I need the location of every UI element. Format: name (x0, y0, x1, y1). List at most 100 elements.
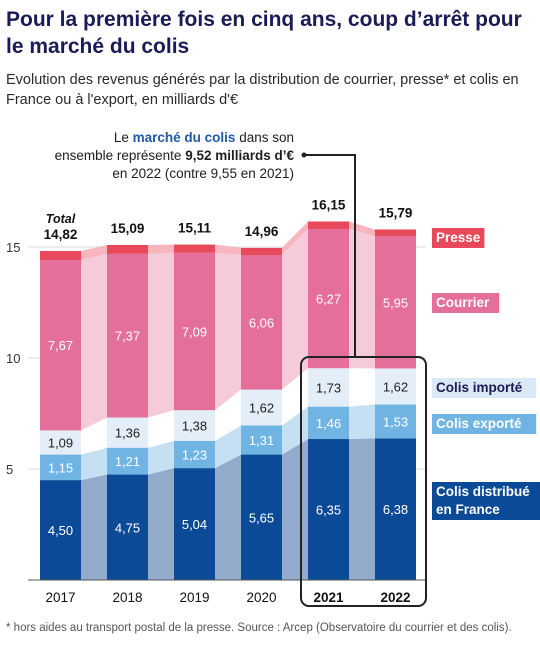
x-tick-label: 2022 (380, 590, 410, 605)
chart-title: Pour la première fois en cinq ans, coup … (6, 8, 522, 58)
bar-colis_distribue (241, 454, 282, 580)
data-label-courrier: 6,06 (249, 315, 274, 330)
band-colis_distribue (282, 439, 308, 580)
data-label-courrier: 7,09 (182, 324, 207, 339)
legend-label-colis_distribue: en France (436, 502, 500, 517)
band-presse (215, 244, 241, 255)
legend-label-courrier: Courrier (436, 295, 490, 310)
x-tick-label: 2019 (179, 590, 209, 605)
y-tick-label: 15 (6, 240, 20, 255)
annotation-prefix: Le (114, 130, 133, 145)
chart-subtitle: Evolution des revenus générés par la dis… (6, 72, 519, 108)
band-colis_exporte (148, 440, 174, 475)
total-caption: Total (46, 212, 76, 226)
bar-colis_exporte (107, 447, 148, 475)
bar-courrier (375, 236, 416, 369)
data-label-colis_distribue: 6,35 (316, 503, 341, 518)
total-label: 16,15 (312, 197, 346, 212)
legend-label-colis_exporte: Colis exporté (436, 416, 522, 431)
bar-colis_importe (375, 368, 416, 405)
band-presse (148, 244, 174, 254)
band-courrier (282, 229, 308, 390)
data-label-colis_distribue: 5,04 (182, 517, 207, 532)
band-colis_importe (81, 417, 107, 455)
legend-label-colis_distribue: Colis distribué (436, 484, 530, 499)
bar-presse (375, 229, 416, 237)
data-label-colis_distribue: 4,50 (48, 523, 73, 538)
annotation-line-1: Le marché du colis dans son (114, 130, 294, 145)
total-label: 15,11 (178, 221, 212, 236)
bar-courrier (107, 253, 148, 418)
data-label-colis_distribue: 6,38 (383, 502, 408, 517)
bar-colis_exporte (174, 440, 215, 469)
band-colis_exporte (215, 425, 241, 469)
bar-colis_distribue (107, 474, 148, 580)
bar-colis_distribue (308, 439, 349, 580)
bar-colis_importe (241, 389, 282, 426)
data-label-colis_exporte: 1,53 (383, 414, 408, 429)
band-courrier (81, 253, 107, 431)
band-colis_distribue (215, 454, 241, 580)
data-label-colis_importe: 1,38 (182, 418, 207, 433)
annotation-line-2: ensemble représente 9,52 milliards d’€ (55, 148, 295, 163)
data-label-colis_distribue: 4,75 (115, 520, 140, 535)
data-label-colis_importe: 1,36 (115, 426, 140, 441)
data-label-courrier: 7,37 (115, 329, 140, 344)
data-label-colis_exporte: 1,31 (249, 433, 274, 448)
x-tick-label: 2020 (246, 590, 276, 605)
legend-label-presse: Presse (436, 230, 481, 245)
x-tick-label: 2017 (45, 590, 75, 605)
data-label-colis_importe: 1,09 (48, 435, 73, 450)
bar-courrier (308, 229, 349, 369)
bar-presse (40, 250, 81, 261)
band-colis_distribue (349, 438, 375, 580)
band-courrier (349, 229, 375, 369)
data-label-colis_importe: 1,62 (249, 401, 274, 416)
bar-colis_distribue (375, 438, 416, 580)
bar-presse (107, 245, 148, 254)
annotation-line2_bold: 9,52 milliards d’€ (185, 148, 294, 163)
band-presse (282, 221, 308, 255)
bar-colis_importe (174, 410, 215, 441)
data-label-colis_importe: 1,62 (383, 379, 408, 394)
footnote: * hors aides au transport postal de la p… (6, 622, 512, 634)
band-courrier (148, 252, 174, 418)
annotation-line-3: en 2022 (contre 9,55 en 2021) (112, 166, 294, 181)
band-colis_importe (349, 368, 375, 407)
data-label-colis_importe: 1,73 (316, 380, 341, 395)
total-label: 15,79 (379, 205, 413, 220)
data-label-colis_exporte: 1,21 (115, 454, 140, 469)
band-colis_distribue (81, 474, 107, 580)
band-colis_importe (215, 389, 241, 441)
bar-colis_importe (308, 368, 349, 407)
band-colis_importe (148, 410, 174, 448)
data-label-courrier: 7,67 (48, 338, 73, 353)
total-label: 14,96 (245, 224, 279, 239)
bar-courrier (174, 252, 215, 411)
total-label: 14,82 (44, 227, 78, 242)
data-label-courrier: 6,27 (316, 292, 341, 307)
legend-swatch-colis_exporte (432, 414, 537, 434)
data-label-colis_distribue: 5,65 (249, 510, 274, 525)
legend-label-colis_importe: Colis importé (436, 380, 523, 395)
x-tick-label: 2021 (313, 590, 344, 605)
bar-colis_exporte (375, 404, 416, 439)
bar-presse (174, 244, 215, 253)
bar-presse (241, 247, 282, 255)
data-label-colis_exporte: 1,23 (182, 447, 207, 462)
x-tick-label: 2018 (112, 590, 142, 605)
band-colis_exporte (81, 447, 107, 481)
y-tick-label: 10 (6, 351, 20, 366)
annotation-line1_suffix: dans son (235, 130, 294, 145)
bar-colis_exporte (241, 425, 282, 455)
total-label: 15,09 (111, 221, 145, 236)
legend-swatch-courrier (432, 293, 500, 313)
bar-colis_exporte (40, 454, 81, 481)
annotation-line2_prefix: ensemble représente (55, 148, 186, 163)
band-presse (81, 245, 107, 261)
data-label-colis_exporte: 1,15 (48, 460, 73, 475)
data-label-colis_exporte: 1,46 (316, 416, 341, 431)
highlight-frame (300, 356, 427, 607)
legend-swatch-colis_importe (432, 378, 537, 398)
